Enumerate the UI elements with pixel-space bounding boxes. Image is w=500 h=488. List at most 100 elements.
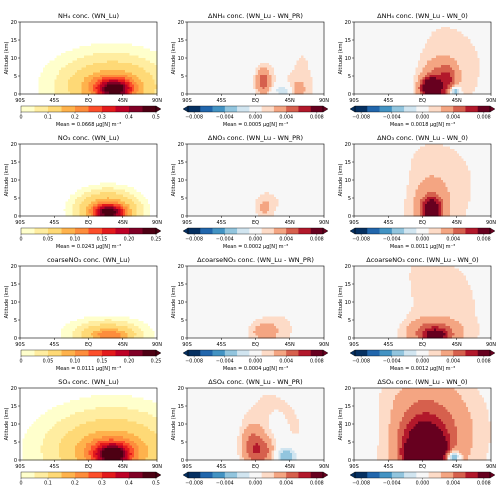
contour-cell [230,31,233,35]
contour-cell [33,50,37,54]
contour-cell [408,36,412,40]
contour-cell [401,72,405,76]
contour-cell [209,31,213,35]
contour-cell [193,43,197,47]
contour-cell [145,77,149,80]
contour-cell [255,50,259,54]
contour-cell [276,84,279,88]
contour-cell [317,36,320,40]
contour-cell [431,48,435,52]
contour-cell [308,60,311,64]
contour-cell [134,67,137,71]
contour-cell [292,70,295,73]
contour-cell [22,48,25,52]
contour-cell [273,55,277,59]
contour-cell [47,60,50,64]
contour-cell [241,74,245,78]
contour-cell [282,89,286,92]
contour-cell [475,24,478,28]
contour-cell [390,41,394,44]
contour-cell [463,67,467,71]
contour-cell [125,24,128,28]
contour-cell [193,91,197,95]
contour-cell [413,53,416,56]
contour-cell [392,43,396,47]
contour-cell [285,43,288,47]
contour-cell [250,77,254,80]
contour-cell [118,53,121,56]
contour-cell [187,26,190,30]
contour-cell [58,67,62,71]
contour-cell [369,70,373,73]
contour-cell [65,31,69,35]
contour-cell [221,82,224,85]
contour-cell [376,58,380,61]
contour-cell [294,22,297,25]
contour-cell [310,86,313,90]
contour-cell [83,36,87,40]
contour-cell [292,55,295,59]
contour-cell [413,60,416,64]
contour-cell [260,62,263,66]
contour-cell [260,31,263,35]
contour-cell [104,53,108,56]
contour-cell [191,43,195,47]
contour-cell [436,48,439,52]
contour-cell [381,34,384,37]
contour-cell [253,58,256,61]
contour-cell [301,31,304,35]
contour-cell [88,29,92,32]
contour-cell [262,26,265,30]
contour-cell [86,82,89,85]
contour-cell [392,60,396,64]
contour-cell [449,65,453,68]
contour-cell [118,79,121,83]
contour-cell [70,60,73,64]
contour-cell [221,29,224,32]
contour-cell [141,77,144,80]
contour-cell [221,41,224,44]
contour-cell [262,38,265,42]
contour-cell [488,55,492,59]
contour-cell [189,26,192,30]
contour-cell [443,43,446,47]
contour-cell [145,48,149,52]
contour-cell [205,50,208,54]
contour-cell [86,48,89,52]
contour-cell [422,65,426,68]
contour-cell [280,84,284,88]
contour-cell [273,53,277,56]
contour-cell [383,72,387,76]
contour-cell [317,48,320,52]
contour-cell [454,55,458,59]
contour-cell [321,82,325,85]
contour-cell [65,24,69,28]
contour-cell [209,82,213,85]
contour-cell [287,41,291,44]
contour-cell [51,77,55,80]
contour-cell [74,58,78,61]
contour-cell [486,36,490,40]
contour-cell [97,86,101,90]
contour-cell [129,70,133,73]
contour-cell [56,31,60,35]
contour-cell [241,72,245,76]
contour-cell [63,86,66,90]
contour-cell [427,48,430,52]
contour-cell [376,24,380,28]
contour-cell [420,36,423,40]
contour-cell [312,41,316,44]
contour-cell [191,24,195,28]
contour-cell [61,70,64,73]
contour-cell [152,41,156,44]
contour-cell [129,82,133,85]
contour-cell [230,65,233,68]
contour-cell [109,34,112,37]
contour-cell [49,48,53,52]
contour-cell [20,31,23,35]
contour-cell [223,84,227,88]
contour-cell [481,43,485,47]
contour-cell [447,53,451,56]
contour-cell [354,26,357,30]
contour-cell [207,31,211,35]
